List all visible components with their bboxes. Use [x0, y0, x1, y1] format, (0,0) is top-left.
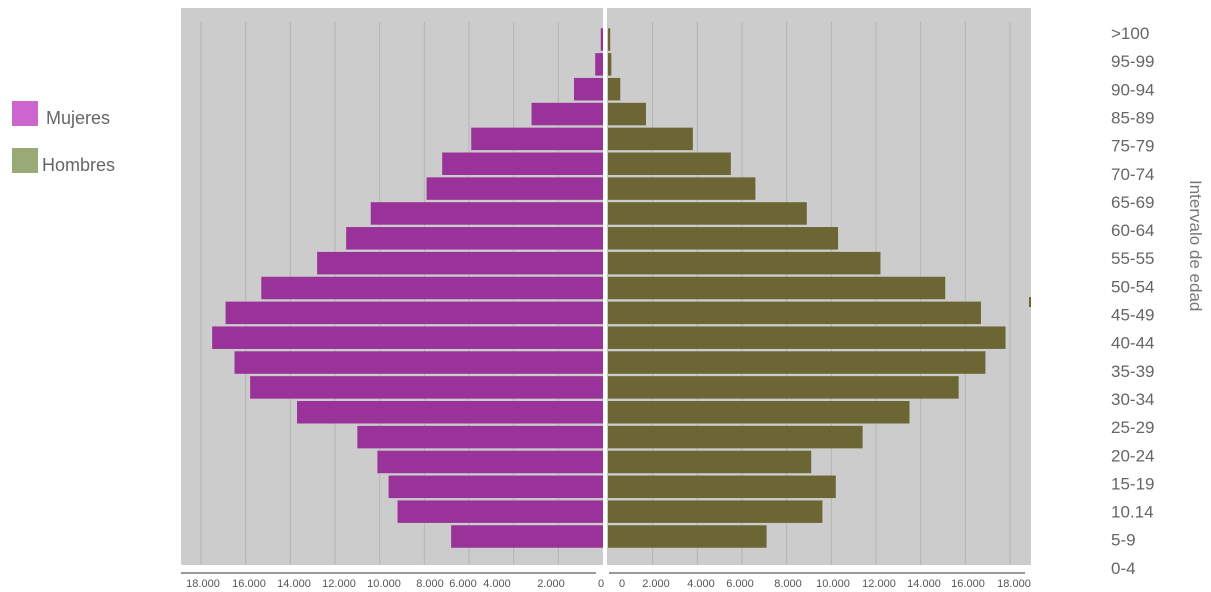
legend-label-mujeres: Mujeres — [46, 108, 110, 128]
x-tick-label-right: 6.000 — [726, 578, 754, 590]
bar-hombres — [608, 152, 731, 175]
x-tick-label-right: 4.000 — [687, 578, 715, 590]
bar-mujeres — [451, 525, 603, 548]
bar-mujeres — [234, 351, 603, 374]
x-tick-label-left: 14.000 — [277, 578, 311, 590]
bar-hombres — [608, 450, 812, 474]
legend-swatch-hombres — [12, 148, 38, 173]
age-label: 50-54 — [1111, 277, 1154, 296]
x-tick-label-right: 18.000 — [997, 578, 1031, 590]
age-label: 70-74 — [1111, 165, 1154, 184]
bar-hombres — [608, 475, 836, 499]
bar-mujeres — [370, 202, 603, 225]
bar-hombres — [608, 177, 756, 200]
bar-hombres — [608, 301, 981, 325]
x-tick-label-right: 2.000 — [642, 578, 670, 590]
age-label: 40-44 — [1111, 334, 1154, 353]
bar-mujeres — [225, 301, 604, 325]
age-label: 0-4 — [1111, 559, 1136, 578]
age-label: 5-9 — [1111, 531, 1136, 550]
x-axes: 18.000 16.000 14.000 12.000 10.000 8.000 6.000… — [181, 572, 1031, 590]
bar-hombres — [608, 500, 823, 523]
x-tick-label-left: 6.000 — [449, 578, 477, 590]
x-tick-label-left: 8.000 — [416, 578, 444, 590]
bar-mujeres — [377, 450, 603, 474]
bar-mujeres — [426, 177, 603, 200]
x-tick-label-right: 16.000 — [951, 578, 985, 590]
bar-hombres — [608, 376, 959, 399]
bar-hombres — [608, 425, 863, 449]
bar-hombres — [608, 127, 693, 151]
age-label: 30-34 — [1111, 390, 1154, 409]
bar-hombres — [608, 525, 767, 548]
age-label: 25-29 — [1111, 418, 1154, 437]
bar-mujeres — [573, 77, 603, 101]
age-label: 75-79 — [1111, 137, 1154, 156]
age-label: >100 — [1111, 24, 1149, 43]
bar-hombres — [608, 102, 646, 126]
bar-hombres — [608, 401, 910, 424]
x-tick-label-right: 12.000 — [862, 578, 896, 590]
bar-hombres — [608, 202, 807, 225]
age-label: 90-94 — [1111, 80, 1154, 99]
age-label: 55-55 — [1111, 249, 1154, 268]
x-tick-label-left: 18.000 — [186, 578, 220, 590]
x-tick-label-left: 16.000 — [232, 578, 266, 590]
x-tick-label-right: 8.000 — [774, 578, 802, 590]
x-tick-label-left: 2.000 — [537, 578, 565, 590]
legend-label-hombres: Hombres — [42, 155, 115, 175]
bar-mujeres — [297, 401, 603, 424]
bar-hombres — [608, 77, 621, 101]
bar-mujeres — [261, 276, 603, 300]
axis-edge-mark — [1029, 297, 1031, 307]
age-label: 95-99 — [1111, 52, 1154, 71]
bar-hombres — [608, 326, 1006, 349]
y-axis-title: Intervalo de edad — [1186, 180, 1205, 311]
x-tick-label-left: 10.000 — [367, 578, 401, 590]
bar-mujeres — [250, 376, 603, 399]
bar-mujeres — [471, 127, 603, 151]
bar-mujeres — [357, 425, 603, 449]
x-tick-label-right: 0 — [619, 578, 625, 590]
bar-hombres — [608, 276, 946, 300]
age-label: 65-69 — [1111, 193, 1154, 212]
bar-mujeres — [595, 53, 603, 76]
bar-mujeres — [397, 500, 603, 523]
bar-mujeres — [600, 28, 603, 51]
bar-mujeres — [442, 152, 603, 175]
age-label: 35-39 — [1111, 362, 1154, 381]
age-label: 45-49 — [1111, 306, 1154, 325]
bar-mujeres — [346, 227, 603, 250]
x-tick-label-right: 10.000 — [816, 578, 850, 590]
legend-swatch-mujeres — [12, 101, 38, 126]
age-label: 10.14 — [1111, 503, 1154, 522]
legend: Mujeres Hombres — [12, 101, 115, 175]
bar-hombres — [608, 351, 986, 374]
bar-mujeres — [531, 102, 603, 126]
x-tick-label-left: 12.000 — [322, 578, 356, 590]
x-tick-label-right: 14.000 — [907, 578, 941, 590]
bar-hombres — [608, 251, 881, 275]
bar-mujeres — [317, 251, 603, 275]
x-tick-label-left: 4.000 — [483, 578, 511, 590]
plot-area — [181, 8, 1031, 565]
bar-mujeres — [388, 475, 603, 499]
age-label: 60-64 — [1111, 221, 1154, 240]
age-labels: >100 95-99 90-94 85-89 75-79 70-74 65-69 60-64 5… — [1111, 24, 1154, 578]
age-label: 20-24 — [1111, 446, 1154, 465]
age-label: 85-89 — [1111, 108, 1154, 127]
bar-hombres — [608, 28, 611, 51]
x-tick-label-left: 0 — [598, 578, 604, 590]
bar-mujeres — [212, 326, 603, 349]
bar-hombres — [608, 53, 612, 76]
age-label: 15-19 — [1111, 474, 1154, 493]
bar-hombres — [608, 227, 839, 250]
